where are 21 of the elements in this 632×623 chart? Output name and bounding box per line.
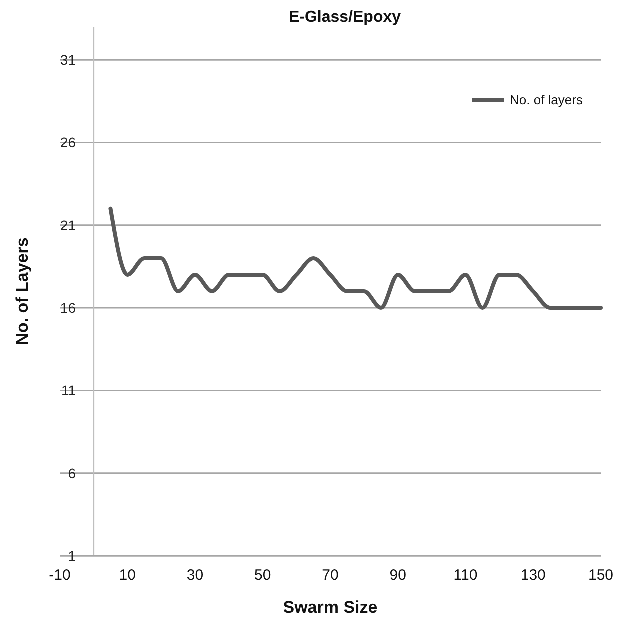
y-tick-label: 21 xyxy=(60,217,76,234)
y-tick-label: 31 xyxy=(60,52,76,68)
y-tick-label: 11 xyxy=(61,382,76,399)
x-tick-label: 30 xyxy=(186,567,204,584)
y-tick-label: 26 xyxy=(60,134,76,151)
x-tick-label: 130 xyxy=(520,567,546,584)
x-tick-label: 10 xyxy=(119,567,136,584)
chart-title: E-Glass/Epoxy xyxy=(288,9,402,26)
y-tick-label: 1 xyxy=(68,548,76,564)
line-series xyxy=(108,206,603,310)
x-tick-label: 70 xyxy=(322,567,339,584)
x-tick-label: 50 xyxy=(254,567,272,584)
x-tick-label: 110 xyxy=(454,567,478,584)
y-tick-label: 6 xyxy=(68,465,76,482)
x-tick-label: -10 xyxy=(49,567,71,584)
y-tick-label: 16 xyxy=(60,300,76,316)
legend-label: No. of layers xyxy=(510,92,584,108)
x-tick-label: 150 xyxy=(588,567,614,584)
x-axis-title: Swarm Size xyxy=(283,598,378,617)
x-tick-label: 90 xyxy=(390,567,406,584)
y-axis-title: No. of Layers xyxy=(13,238,32,346)
